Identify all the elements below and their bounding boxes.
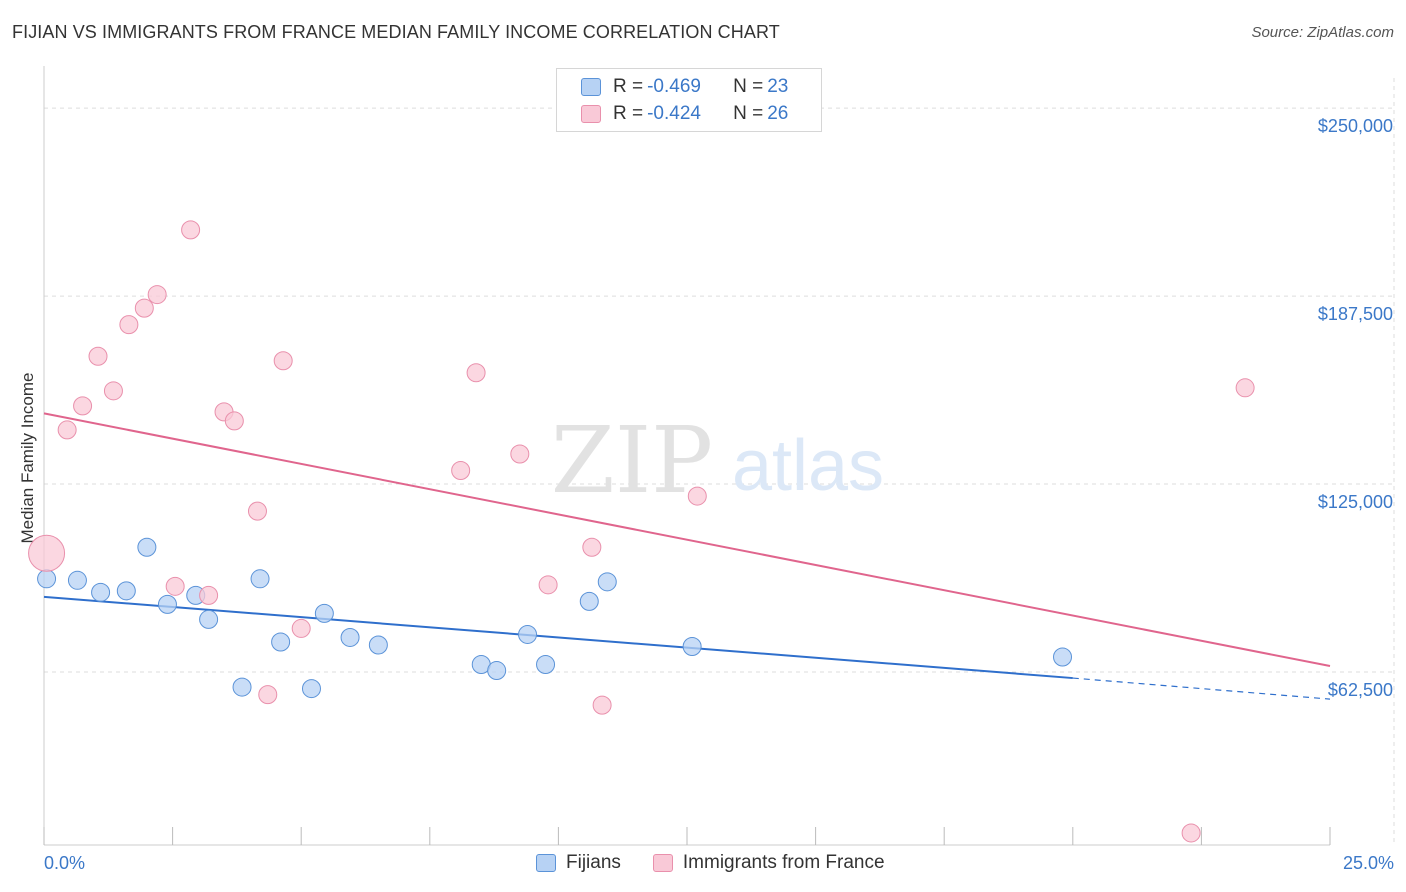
axis-layer xyxy=(43,66,1331,846)
trendline-layer xyxy=(43,412,1331,700)
grid-layer xyxy=(44,78,1395,845)
france-point xyxy=(258,685,278,705)
france-point xyxy=(165,576,185,596)
stats-row-fijians: R = -0.469 N = 23 xyxy=(581,74,788,100)
n-value: 23 xyxy=(767,76,789,97)
fijian-point xyxy=(157,594,177,614)
stats-row-france: R = -0.424 N = 26 xyxy=(581,101,788,127)
france-point xyxy=(273,351,293,371)
y-tick-label: $187,500 xyxy=(1318,304,1393,324)
legend-item-fijians[interactable]: Fijians xyxy=(536,852,621,874)
fijian-point xyxy=(91,582,111,602)
fijian-point xyxy=(1053,647,1073,667)
france-point xyxy=(582,537,602,557)
fijian-point xyxy=(518,624,538,644)
france-point xyxy=(147,285,167,305)
x-tick-label-max: 25.0% xyxy=(1343,853,1394,873)
watermark-zip: ZIP xyxy=(551,407,713,514)
france-point xyxy=(510,444,530,464)
r-value: -0.424 xyxy=(647,103,701,124)
fijian-point xyxy=(487,661,507,681)
france-point xyxy=(224,411,244,431)
france-point xyxy=(103,381,123,401)
france-point xyxy=(28,534,66,572)
fijian-point xyxy=(597,572,617,592)
fijian-point xyxy=(116,581,136,601)
fijian-point xyxy=(579,591,599,611)
france-point xyxy=(1181,823,1201,843)
france-point xyxy=(181,220,201,240)
fijian-point xyxy=(37,569,57,589)
n-value: 26 xyxy=(767,103,789,124)
n-label: N = xyxy=(733,76,764,97)
france-legend-icon xyxy=(652,854,673,872)
france-point xyxy=(291,618,311,638)
y-tick-label: $250,000 xyxy=(1318,116,1393,136)
fijians-swatch-icon xyxy=(581,78,601,96)
fijians-legend-icon xyxy=(536,854,556,872)
fijian-point xyxy=(137,537,157,557)
stats-box: R = -0.469 N = 23 R = -0.424 N = 26 xyxy=(556,68,822,132)
y-tick-label: $125,000 xyxy=(1318,492,1393,512)
france-trendline xyxy=(43,412,1331,668)
fijian-point xyxy=(314,603,334,623)
fijian-point xyxy=(67,570,87,590)
france-point xyxy=(134,298,154,318)
y-tick-label: $62,500 xyxy=(1328,680,1393,700)
fijian-point xyxy=(199,609,219,629)
tick-label-layer: $62,500 $125,000 $187,500 $250,000 0.0% 25.0% xyxy=(44,116,1394,873)
fijian-point xyxy=(301,679,321,699)
fijian-point xyxy=(368,635,388,655)
france-point xyxy=(451,461,471,481)
france-point xyxy=(88,346,108,366)
watermark-atlas: atlas xyxy=(732,426,884,506)
source-label: Source: ZipAtlas.com xyxy=(1251,24,1394,41)
fijian-point xyxy=(536,655,556,675)
r-label: R = xyxy=(613,76,644,97)
points-layer xyxy=(28,220,1255,843)
france-point xyxy=(1235,378,1255,398)
chart-legend: Fijians Immigrants from France xyxy=(536,852,917,874)
fijian-point xyxy=(271,632,291,652)
france-point xyxy=(466,363,486,383)
r-label: R = xyxy=(613,103,644,124)
france-swatch-icon xyxy=(581,105,601,123)
france-point xyxy=(73,396,93,416)
france-point xyxy=(247,501,267,521)
fijians-trendline-extension xyxy=(1072,677,1331,700)
france-point xyxy=(57,420,77,440)
n-label: N = xyxy=(733,103,764,124)
fijian-point xyxy=(682,636,702,656)
legend-label-fijians: Fijians xyxy=(566,852,621,873)
r-value: -0.469 xyxy=(647,76,701,97)
france-point xyxy=(687,486,707,506)
france-point xyxy=(592,695,612,715)
fijians-trendline xyxy=(43,595,1073,680)
x-tick-label-min: 0.0% xyxy=(44,853,85,873)
fijian-point xyxy=(232,677,252,697)
legend-item-france[interactable]: Immigrants from France xyxy=(652,852,885,874)
chart-title: FIJIAN VS IMMIGRANTS FROM FRANCE MEDIAN … xyxy=(12,22,780,42)
legend-label-france: Immigrants from France xyxy=(682,852,885,873)
france-point xyxy=(199,585,219,605)
watermark: ZIP atlas xyxy=(551,407,884,514)
fijian-point xyxy=(340,627,360,647)
france-point xyxy=(538,575,558,595)
france-point xyxy=(119,315,139,335)
fijian-point xyxy=(250,569,270,589)
